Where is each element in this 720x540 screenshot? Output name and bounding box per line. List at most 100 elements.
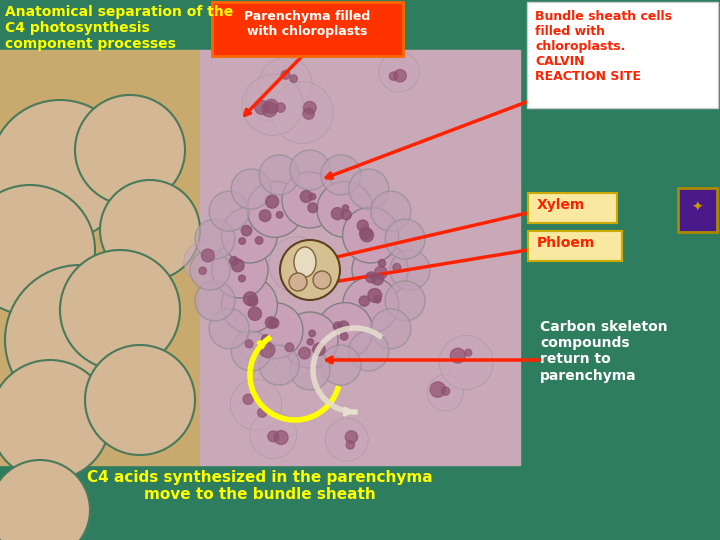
FancyBboxPatch shape bbox=[528, 231, 622, 261]
Circle shape bbox=[237, 319, 281, 363]
Circle shape bbox=[331, 207, 343, 220]
Circle shape bbox=[209, 309, 249, 349]
Circle shape bbox=[394, 70, 406, 82]
FancyBboxPatch shape bbox=[527, 2, 718, 108]
Circle shape bbox=[75, 95, 185, 205]
Circle shape bbox=[338, 321, 349, 332]
Circle shape bbox=[450, 348, 465, 363]
Circle shape bbox=[325, 418, 368, 461]
Circle shape bbox=[289, 273, 307, 291]
Circle shape bbox=[266, 317, 276, 328]
Circle shape bbox=[221, 277, 277, 333]
Circle shape bbox=[348, 169, 389, 209]
Circle shape bbox=[357, 220, 369, 231]
Circle shape bbox=[374, 266, 387, 279]
Circle shape bbox=[345, 431, 358, 443]
Circle shape bbox=[304, 102, 316, 114]
Circle shape bbox=[0, 100, 130, 240]
Circle shape bbox=[439, 335, 493, 389]
Circle shape bbox=[259, 57, 312, 110]
Circle shape bbox=[258, 408, 266, 417]
Circle shape bbox=[5, 265, 155, 415]
Circle shape bbox=[231, 259, 244, 272]
Circle shape bbox=[282, 312, 338, 368]
FancyBboxPatch shape bbox=[528, 193, 617, 223]
Circle shape bbox=[269, 237, 325, 292]
Text: ✦: ✦ bbox=[691, 201, 703, 215]
Circle shape bbox=[250, 411, 297, 458]
Circle shape bbox=[371, 252, 410, 290]
Circle shape bbox=[230, 256, 238, 265]
Circle shape bbox=[256, 237, 263, 244]
Text: Anatomical separation of the
C4 photosynthesis
component processes: Anatomical separation of the C4 photosyn… bbox=[5, 5, 233, 51]
Circle shape bbox=[60, 250, 180, 370]
Text: C4 acids synthesized in the parenchyma
move to the bundle sheath: C4 acids synthesized in the parenchyma m… bbox=[87, 470, 433, 502]
Circle shape bbox=[430, 382, 446, 397]
Circle shape bbox=[261, 335, 270, 343]
FancyBboxPatch shape bbox=[212, 2, 403, 56]
Circle shape bbox=[259, 155, 299, 195]
Circle shape bbox=[195, 219, 235, 259]
Circle shape bbox=[385, 281, 425, 321]
Circle shape bbox=[371, 191, 411, 231]
Circle shape bbox=[333, 322, 342, 331]
Circle shape bbox=[242, 75, 303, 136]
Circle shape bbox=[312, 343, 325, 355]
Circle shape bbox=[359, 296, 369, 306]
Circle shape bbox=[260, 342, 275, 357]
Circle shape bbox=[230, 379, 282, 430]
Circle shape bbox=[290, 350, 330, 390]
Circle shape bbox=[366, 272, 377, 283]
Circle shape bbox=[281, 70, 290, 79]
Text: Bundle sheath cells
filled with
chloroplasts.
CALVIN
REACTION SITE: Bundle sheath cells filled with chloropl… bbox=[535, 10, 672, 83]
Circle shape bbox=[246, 340, 253, 348]
Circle shape bbox=[368, 288, 382, 302]
Circle shape bbox=[239, 238, 246, 244]
Circle shape bbox=[287, 266, 302, 282]
Circle shape bbox=[390, 250, 430, 290]
Circle shape bbox=[262, 102, 277, 117]
Circle shape bbox=[317, 181, 373, 238]
Circle shape bbox=[231, 169, 271, 209]
Circle shape bbox=[0, 360, 110, 480]
Circle shape bbox=[221, 207, 277, 263]
Circle shape bbox=[269, 318, 279, 328]
Circle shape bbox=[343, 277, 399, 333]
Circle shape bbox=[0, 460, 90, 540]
Circle shape bbox=[441, 387, 450, 395]
Circle shape bbox=[371, 309, 411, 349]
Circle shape bbox=[372, 273, 384, 285]
Circle shape bbox=[246, 77, 291, 121]
Circle shape bbox=[276, 212, 283, 218]
Circle shape bbox=[243, 394, 253, 404]
Circle shape bbox=[307, 339, 313, 345]
Circle shape bbox=[359, 227, 372, 239]
Circle shape bbox=[308, 203, 318, 213]
Circle shape bbox=[280, 240, 340, 300]
Circle shape bbox=[393, 264, 401, 271]
Circle shape bbox=[259, 345, 299, 385]
Circle shape bbox=[285, 343, 294, 352]
Circle shape bbox=[248, 296, 258, 306]
Circle shape bbox=[259, 210, 271, 221]
Circle shape bbox=[341, 210, 351, 220]
Bar bbox=[200, 50, 520, 465]
Circle shape bbox=[390, 72, 397, 80]
Circle shape bbox=[243, 292, 257, 306]
Circle shape bbox=[360, 228, 374, 242]
Circle shape bbox=[300, 191, 312, 202]
Circle shape bbox=[352, 242, 408, 298]
Text: Parenchyma filled
with chloroplasts: Parenchyma filled with chloroplasts bbox=[244, 10, 370, 38]
Circle shape bbox=[199, 267, 207, 274]
Circle shape bbox=[385, 219, 425, 259]
Circle shape bbox=[282, 172, 338, 228]
Circle shape bbox=[321, 345, 361, 385]
Circle shape bbox=[202, 249, 215, 262]
Circle shape bbox=[241, 225, 252, 236]
Circle shape bbox=[255, 100, 269, 114]
Circle shape bbox=[378, 260, 386, 267]
Circle shape bbox=[266, 195, 279, 208]
Circle shape bbox=[268, 431, 279, 442]
Circle shape bbox=[343, 207, 399, 263]
Circle shape bbox=[299, 347, 310, 359]
